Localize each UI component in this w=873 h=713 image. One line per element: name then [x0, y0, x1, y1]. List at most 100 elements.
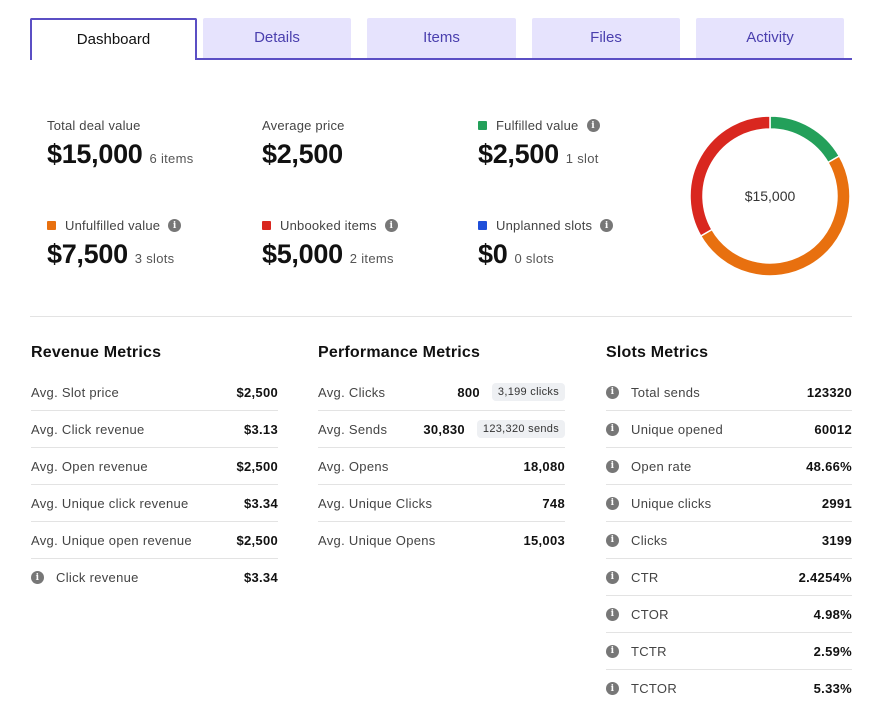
stat-sub: 0 slots	[514, 251, 555, 266]
table-row: i CTR 2.4254%	[606, 559, 852, 596]
metric-value: 123320	[806, 384, 852, 400]
table-row: Avg. Opens 18,080	[318, 448, 565, 485]
metric-label: Avg. Slot price	[31, 384, 120, 400]
metric-label: Avg. Sends	[318, 421, 388, 437]
metric-value: 48.66%	[806, 458, 852, 474]
stat-value: $7,500	[47, 239, 128, 269]
stat-unplanned-slots: Unplanned slots i $0 0 slots	[478, 218, 614, 270]
stat-label-text: Unplanned slots	[496, 218, 593, 233]
table-row: i Unique opened 60012	[606, 411, 852, 448]
metric-value: $2,500	[236, 458, 278, 474]
metric-label: TCTR	[631, 643, 667, 659]
stat-label-text: Unfulfilled value	[65, 218, 161, 233]
tab-activity[interactable]: Activity	[696, 18, 844, 58]
metric-label: Avg. Open revenue	[31, 458, 148, 474]
metric-label: Open rate	[631, 458, 692, 474]
info-icon[interactable]: i	[586, 119, 600, 132]
info-icon[interactable]: i	[606, 533, 619, 547]
info-icon[interactable]: i	[168, 219, 182, 232]
stat-label: Total deal value	[47, 118, 194, 133]
metric-value: $3.13	[243, 421, 278, 437]
legend-swatch-fulfilled	[478, 121, 487, 130]
sends-badge: 123,320 sends	[476, 420, 565, 438]
metric-label: TCTOR	[631, 681, 678, 696]
performance-metrics-title: Performance Metrics	[318, 344, 481, 361]
stat-fulfilled-value: Fulfilled value i $2,500 1 slot	[478, 118, 600, 170]
info-icon[interactable]: i	[384, 219, 398, 232]
metric-value: $2,500	[236, 532, 278, 548]
metric-label: Total sends	[631, 384, 701, 400]
metric-label: Unique opened	[631, 421, 724, 437]
performance-metrics: Performance Metrics Avg. Clicks 800 3,199…	[318, 344, 565, 559]
stat-average-price: Average price $2,500	[262, 118, 345, 170]
revenue-metrics-title: Revenue Metrics	[31, 344, 162, 361]
stat-sub: 6 items	[149, 151, 194, 166]
metric-value: 748	[542, 495, 565, 511]
tab-details[interactable]: Details	[203, 18, 351, 58]
info-icon[interactable]: i	[606, 459, 619, 473]
info-icon[interactable]: i	[606, 496, 619, 510]
table-row: Avg. Click revenue $3.13	[31, 411, 278, 448]
tab-files[interactable]: Files	[532, 18, 680, 58]
info-icon[interactable]: i	[606, 644, 619, 658]
metric-value: 2.4254%	[798, 569, 852, 585]
stat-value: $2,500	[478, 139, 559, 169]
info-icon[interactable]: i	[606, 570, 619, 584]
metric-label: Unique clicks	[631, 495, 712, 511]
info-icon[interactable]: i	[606, 607, 619, 621]
table-row: Avg. Clicks 800 3,199 clicks	[318, 374, 565, 411]
legend-swatch-unplanned	[478, 221, 487, 230]
metric-label: Avg. Unique Opens	[318, 533, 436, 548]
slots-metrics: Slots Metrics i Total sends 123320 i Unique…	[606, 344, 852, 707]
stat-value: $5,000	[262, 239, 343, 269]
info-icon[interactable]: i	[31, 571, 44, 584]
section-divider	[30, 316, 852, 317]
table-row: i TCTOR 5.33%	[606, 670, 852, 707]
revenue-metrics: Revenue Metrics Avg. Slot price $2,500 Av…	[31, 344, 278, 596]
table-row: Avg. Unique click revenue $3.34	[31, 485, 278, 522]
table-row: i CTOR 4.98%	[606, 596, 852, 633]
slots-metrics-title: Slots Metrics	[606, 344, 709, 361]
info-icon[interactable]: i	[606, 422, 619, 436]
info-icon[interactable]: i	[600, 219, 614, 232]
deal-value-donut-chart: $15,000	[689, 115, 851, 277]
table-row: Avg. Unique Opens 15,003	[318, 522, 565, 559]
tab-bar: Dashboard Details Items Files Activity	[30, 18, 852, 62]
metric-value: 30,830	[423, 421, 465, 437]
tab-items[interactable]: Items	[367, 18, 516, 58]
metric-label: Avg. Unique click revenue	[31, 495, 189, 511]
metric-value: 2991	[821, 495, 852, 511]
metric-label: Avg. Clicks	[318, 384, 386, 400]
tab-dashboard[interactable]: Dashboard	[30, 18, 197, 62]
stat-label-text: Total deal value	[47, 118, 141, 133]
metric-value: $2,500	[236, 384, 278, 400]
metric-label: Avg. Unique open revenue	[31, 532, 192, 548]
stat-sub: 1 slot	[565, 151, 599, 166]
stat-value: $0	[478, 239, 508, 269]
legend-swatch-unbooked	[262, 221, 271, 230]
stat-value: $2,500	[262, 139, 343, 169]
metric-label: Avg. Click revenue	[31, 421, 145, 437]
table-row: i Click revenue $3.34	[31, 559, 278, 596]
stat-unbooked-items: Unbooked items i $5,000 2 items	[262, 218, 398, 270]
metric-value: 18,080	[523, 458, 565, 474]
metric-value: 800	[457, 384, 480, 400]
metric-label: CTOR	[631, 606, 669, 622]
metric-label: Clicks	[631, 532, 668, 548]
donut-svg	[689, 115, 851, 277]
metric-value: 4.98%	[813, 606, 852, 622]
metric-label: Avg. Opens	[318, 458, 389, 474]
info-icon[interactable]: i	[606, 385, 619, 399]
stat-sub: 3 slots	[134, 251, 175, 266]
table-row: Avg. Sends 30,830 123,320 sends	[318, 411, 565, 448]
stat-sub: 2 items	[349, 251, 394, 266]
table-row: Avg. Open revenue $2,500	[31, 448, 278, 485]
stat-total-deal-value: Total deal value $15,000 6 items	[47, 118, 194, 170]
table-row: Avg. Slot price $2,500	[31, 374, 278, 411]
table-row: i Unique clicks 2991	[606, 485, 852, 522]
metric-label: Avg. Unique Clicks	[318, 495, 433, 511]
stat-value: $15,000	[47, 139, 143, 169]
donut-segment-unbooked[interactable]	[689, 115, 771, 238]
info-icon[interactable]: i	[606, 682, 619, 695]
clicks-badge: 3,199 clicks	[491, 383, 565, 401]
